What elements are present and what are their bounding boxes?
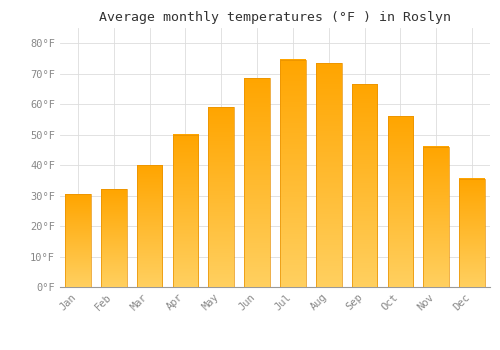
Bar: [65, 194, 91, 287]
Bar: [244, 78, 270, 287]
Bar: [244, 78, 270, 287]
Bar: [101, 189, 126, 287]
Bar: [101, 189, 126, 287]
Bar: [208, 107, 234, 287]
Bar: [65, 194, 91, 287]
Bar: [352, 84, 378, 287]
Bar: [316, 63, 342, 287]
Bar: [424, 147, 449, 287]
Bar: [352, 84, 378, 287]
Bar: [424, 147, 449, 287]
Bar: [316, 63, 342, 287]
Bar: [280, 60, 306, 287]
Bar: [136, 165, 162, 287]
Bar: [459, 179, 485, 287]
Title: Average monthly temperatures (°F ) in Roslyn: Average monthly temperatures (°F ) in Ro…: [99, 11, 451, 24]
Bar: [280, 60, 306, 287]
Bar: [208, 107, 234, 287]
Bar: [136, 165, 162, 287]
Bar: [388, 116, 413, 287]
Bar: [172, 135, 199, 287]
Bar: [459, 179, 485, 287]
Bar: [388, 116, 413, 287]
Bar: [172, 135, 199, 287]
